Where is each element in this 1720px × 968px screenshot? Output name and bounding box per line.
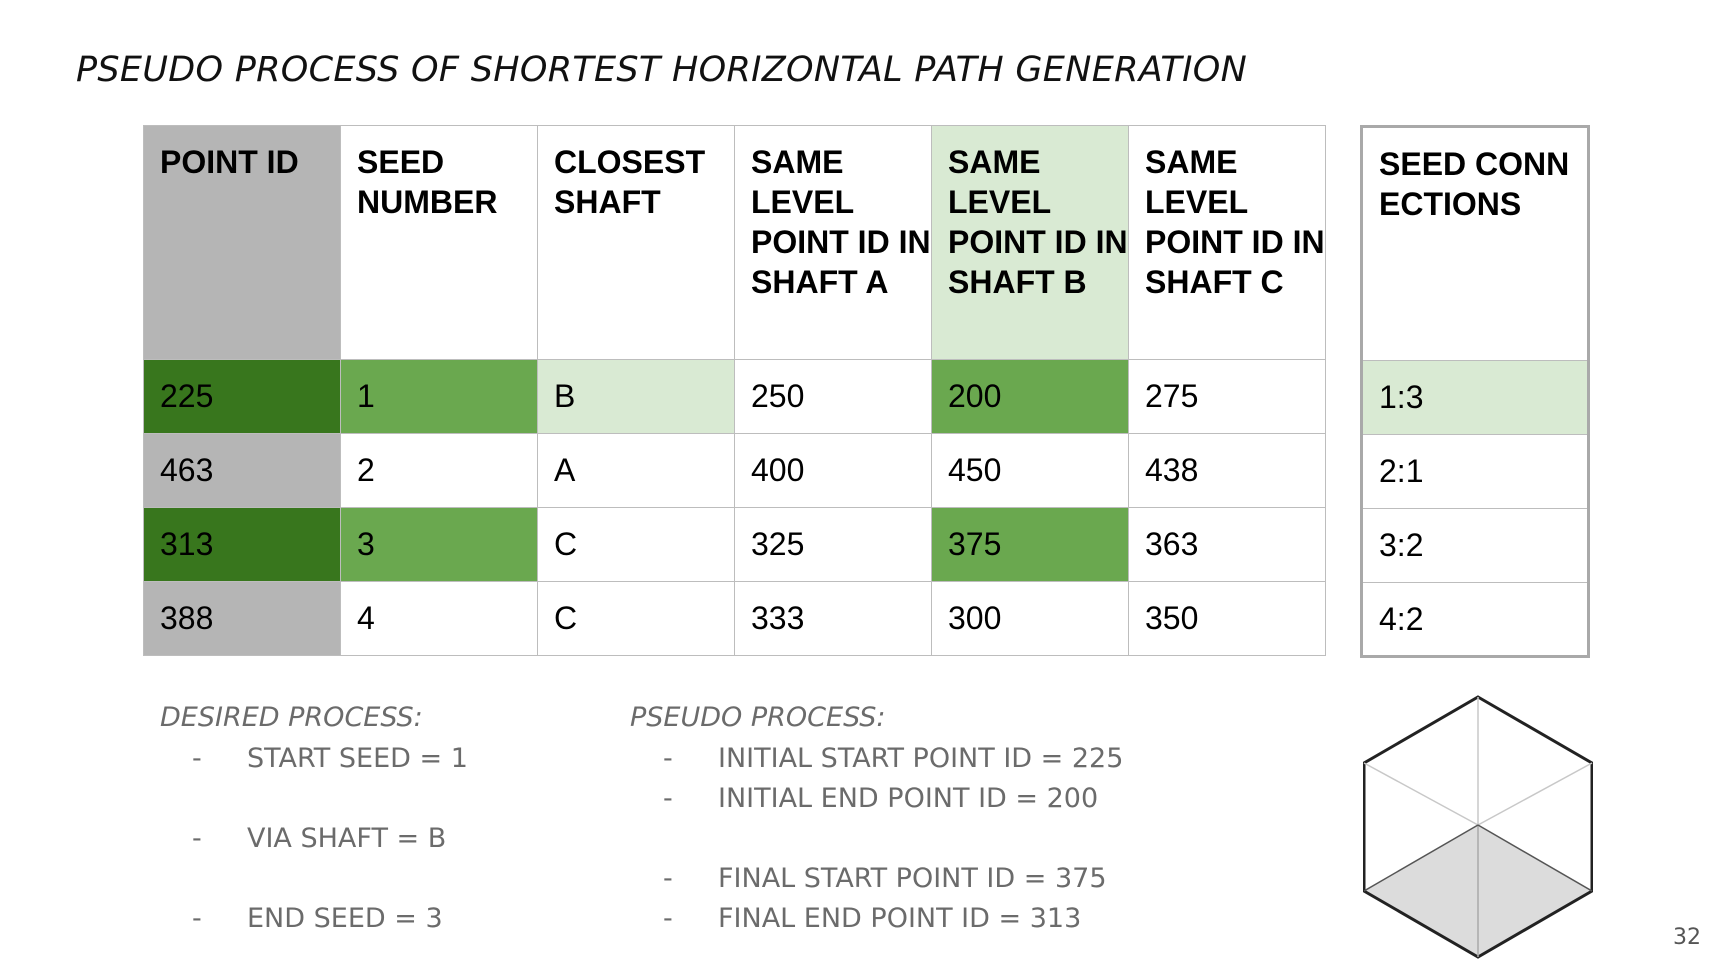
pseudo-item-text: FINAL END POINT ID = 313 <box>718 903 1082 934</box>
header-shaft-c: SAME LEVEL POINT ID IN SHAFT C <box>1128 125 1326 360</box>
bullet-dash: - <box>663 743 673 774</box>
cell-shaft-c: 438 <box>1128 433 1326 508</box>
header-shaft-a: SAME LEVEL POINT ID IN SHAFT A <box>734 125 932 360</box>
bullet-dash: - <box>192 903 202 934</box>
cube-icon <box>1363 695 1593 959</box>
table-row: 388 4 C 333 300 350 <box>143 581 1326 656</box>
table-row: 225 1 B 250 200 275 <box>143 359 1326 434</box>
cell-shaft-b: 200 <box>931 359 1129 434</box>
list-item: - VIA SHAFT = B <box>160 819 580 859</box>
cell-seed-number: 4 <box>340 581 538 656</box>
cell-point-id: 313 <box>143 507 341 582</box>
cell-closest-shaft: B <box>537 359 735 434</box>
page-number: 32 <box>1673 925 1701 950</box>
cell-shaft-a: 250 <box>734 359 932 434</box>
table-row: 4:2 <box>1360 582 1590 657</box>
table-row: 1:3 <box>1360 360 1590 435</box>
pseudo-item-text: INITIAL START POINT ID = 225 <box>718 743 1124 774</box>
cell-connection: 2:1 <box>1360 434 1590 509</box>
cell-seed-number: 3 <box>340 507 538 582</box>
desired-process-block: DESIRED PROCESS: - START SEED = 1 - VIA … <box>160 702 580 939</box>
page-title: PSEUDO PROCESS OF SHORTEST HORIZONTAL PA… <box>76 50 1248 90</box>
cell-seed-number: 2 <box>340 433 538 508</box>
desired-item-text: START SEED = 1 <box>247 743 468 774</box>
desired-item-text: VIA SHAFT = B <box>247 823 447 854</box>
bullet-dash: - <box>192 823 202 854</box>
cell-connection: 3:2 <box>1360 508 1590 583</box>
cell-point-id: 388 <box>143 581 341 656</box>
desired-process-title: DESIRED PROCESS: <box>160 702 423 733</box>
list-item: - END SEED = 3 <box>160 899 580 939</box>
table-row: 463 2 A 400 450 438 <box>143 433 1326 508</box>
table-row: 2:1 <box>1360 434 1590 509</box>
header-point-id: POINT ID <box>143 125 341 360</box>
pseudo-item-text: FINAL START POINT ID = 375 <box>718 863 1107 894</box>
cell-shaft-a: 325 <box>734 507 932 582</box>
header-closest-shaft: CLOSEST SHAFT <box>537 125 735 360</box>
cell-shaft-b: 300 <box>931 581 1129 656</box>
cell-shaft-c: 275 <box>1128 359 1326 434</box>
header-seed-connections: SEED CONNECTIONS <box>1360 126 1590 361</box>
cell-shaft-b: 375 <box>931 507 1129 582</box>
bullet-dash: - <box>663 903 673 934</box>
cell-shaft-c: 350 <box>1128 581 1326 656</box>
cell-connection: 1:3 <box>1360 360 1590 435</box>
list-item: - FINAL START POINT ID = 375 <box>630 859 1190 899</box>
desired-item-text: END SEED = 3 <box>247 903 443 934</box>
cell-seed-number: 1 <box>340 359 538 434</box>
cell-closest-shaft: C <box>537 507 735 582</box>
cell-point-id: 463 <box>143 433 341 508</box>
list-item: - INITIAL END POINT ID = 200 <box>630 779 1190 819</box>
table-header-row: POINT ID SEED NUMBER CLOSEST SHAFT SAME … <box>143 125 1326 360</box>
cell-shaft-a: 333 <box>734 581 932 656</box>
cell-shaft-a: 400 <box>734 433 932 508</box>
cell-connection: 4:2 <box>1360 582 1590 657</box>
list-item: - START SEED = 1 <box>160 739 580 779</box>
list-item: - INITIAL START POINT ID = 225 <box>630 739 1190 779</box>
cell-shaft-b: 450 <box>931 433 1129 508</box>
cell-shaft-c: 363 <box>1128 507 1326 582</box>
bullet-dash: - <box>192 743 202 774</box>
list-item: - FINAL END POINT ID = 313 <box>630 899 1190 939</box>
table-row: 3:2 <box>1360 508 1590 583</box>
bullet-dash: - <box>663 783 673 814</box>
pseudo-item-text: INITIAL END POINT ID = 200 <box>718 783 1099 814</box>
cell-point-id: 225 <box>143 359 341 434</box>
pseudo-process-block: PSEUDO PROCESS: - INITIAL START POINT ID… <box>630 702 1190 939</box>
cell-closest-shaft: C <box>537 581 735 656</box>
bullet-dash: - <box>663 863 673 894</box>
seed-table: POINT ID SEED NUMBER CLOSEST SHAFT SAME … <box>143 125 1326 656</box>
connections-header-row: SEED CONNECTIONS <box>1360 126 1590 361</box>
pseudo-process-title: PSEUDO PROCESS: <box>630 702 886 733</box>
header-seed-number: SEED NUMBER <box>340 125 538 360</box>
table-row: 313 3 C 325 375 363 <box>143 507 1326 582</box>
seed-connections-table: SEED CONNECTIONS 1:3 2:1 3:2 4:2 <box>1360 125 1590 658</box>
header-shaft-b: SAME LEVEL POINT ID IN SHAFT B <box>931 125 1129 360</box>
cell-closest-shaft: A <box>537 433 735 508</box>
